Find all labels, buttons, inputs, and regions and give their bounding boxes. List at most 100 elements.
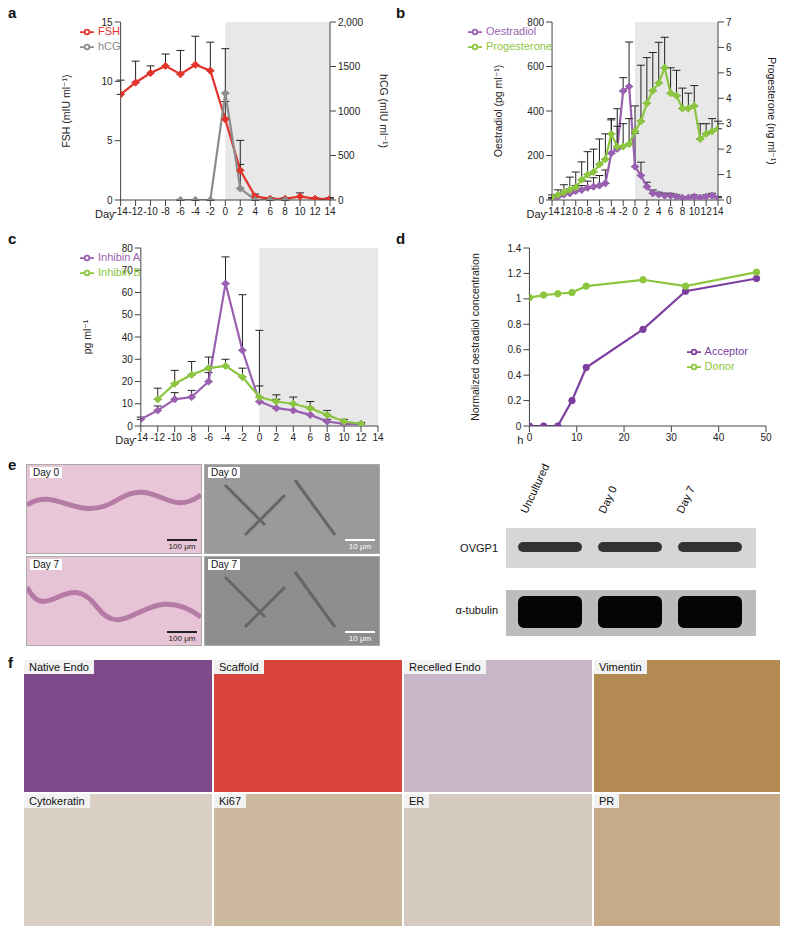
svg-text:200: 200 (527, 150, 544, 161)
svg-text:0.4: 0.4 (508, 370, 522, 381)
svg-text:2,000: 2,000 (338, 17, 363, 28)
svg-text:-10: -10 (167, 432, 182, 443)
svg-text:60: 60 (122, 287, 134, 298)
svg-text:10: 10 (339, 432, 351, 443)
svg-text:-4: -4 (607, 206, 616, 217)
svg-text:-8: -8 (161, 206, 170, 217)
svg-text:Day: Day (115, 434, 135, 446)
svg-text:10: 10 (102, 76, 114, 87)
svg-text:14: 14 (324, 206, 336, 217)
svg-text:0: 0 (127, 421, 133, 432)
svg-text:80: 80 (122, 243, 134, 254)
svg-text:FSH (mIU ml⁻¹): FSH (mIU ml⁻¹) (60, 74, 72, 147)
svg-text:-2: -2 (238, 432, 247, 443)
svg-text:1: 1 (516, 293, 522, 304)
svg-text:-2: -2 (206, 206, 215, 217)
svg-text:Oestradiol (pg ml⁻¹): Oestradiol (pg ml⁻¹) (492, 65, 504, 157)
svg-text:0: 0 (538, 195, 544, 206)
svg-text:0: 0 (726, 195, 732, 206)
svg-text:-10: -10 (143, 206, 158, 217)
svg-text:6: 6 (307, 432, 313, 443)
svg-text:2: 2 (274, 432, 280, 443)
svg-text:0: 0 (527, 432, 533, 443)
svg-text:0: 0 (257, 432, 263, 443)
svg-text:-4: -4 (221, 432, 230, 443)
svg-text:-4: -4 (191, 206, 200, 217)
svg-text:40: 40 (713, 432, 725, 443)
svg-text:12: 12 (309, 206, 321, 217)
svg-text:14: 14 (372, 432, 384, 443)
svg-text:4: 4 (252, 206, 258, 217)
svg-text:50: 50 (760, 432, 772, 443)
svg-text:50: 50 (122, 309, 134, 320)
svg-text:Progesterone (ng ml⁻¹): Progesterone (ng ml⁻¹) (766, 57, 778, 165)
svg-text:4: 4 (291, 432, 297, 443)
svg-text:8: 8 (282, 206, 288, 217)
svg-text:Day: Day (526, 208, 546, 220)
svg-text:6: 6 (668, 206, 674, 217)
svg-text:400: 400 (527, 106, 544, 117)
svg-text:0: 0 (107, 195, 113, 206)
svg-text:15: 15 (102, 17, 114, 28)
svg-text:-14: -14 (113, 206, 128, 217)
svg-text:500: 500 (338, 150, 355, 161)
svg-text:4: 4 (656, 206, 662, 217)
svg-text:-10: -10 (569, 206, 584, 217)
svg-text:0: 0 (516, 421, 522, 432)
svg-text:2: 2 (726, 144, 732, 155)
svg-text:h: h (517, 434, 523, 446)
svg-text:10: 10 (571, 432, 583, 443)
svg-text:-6: -6 (176, 206, 185, 217)
svg-text:1500: 1500 (338, 61, 361, 72)
svg-text:2: 2 (237, 206, 243, 217)
svg-text:1000: 1000 (338, 106, 361, 117)
svg-text:20: 20 (618, 432, 630, 443)
svg-text:5: 5 (107, 135, 113, 146)
svg-text:-2: -2 (619, 206, 628, 217)
svg-text:0: 0 (223, 206, 229, 217)
svg-text:10: 10 (689, 206, 701, 217)
svg-text:30: 30 (666, 432, 678, 443)
svg-text:hCG (mIU ml⁻¹): hCG (mIU ml⁻¹) (378, 74, 390, 148)
svg-text:-8: -8 (187, 432, 196, 443)
svg-text:1.4: 1.4 (508, 243, 522, 254)
svg-text:12: 12 (701, 206, 713, 217)
svg-text:-8: -8 (583, 206, 592, 217)
html-text:Day 0: Day 0 (596, 483, 619, 516)
svg-text:30: 30 (122, 354, 134, 365)
svg-text:-14: -14 (134, 432, 149, 443)
svg-text:pg ml⁻¹: pg ml⁻¹ (81, 319, 93, 354)
svg-text:0.8: 0.8 (508, 319, 522, 330)
svg-text:8: 8 (680, 206, 686, 217)
svg-text:0: 0 (338, 195, 344, 206)
svg-text:Normalized oestradiol concentr: Normalized oestradiol concentration (469, 253, 481, 421)
svg-text:0.6: 0.6 (508, 344, 522, 355)
svg-text:800: 800 (527, 17, 544, 28)
svg-text:0.2: 0.2 (508, 395, 522, 406)
svg-text:7: 7 (726, 17, 732, 28)
svg-text:600: 600 (527, 61, 544, 72)
svg-text:-12: -12 (128, 206, 143, 217)
svg-text:3: 3 (726, 118, 732, 129)
html-text:Uncultured: Uncultured (518, 461, 552, 516)
svg-text:1: 1 (726, 169, 732, 180)
svg-text:5: 5 (726, 67, 732, 78)
svg-text:12: 12 (355, 432, 367, 443)
svg-text:70: 70 (122, 265, 134, 276)
svg-text:Day: Day (95, 208, 115, 220)
svg-text:1.2: 1.2 (508, 268, 522, 279)
svg-text:8: 8 (324, 432, 330, 443)
svg-text:10: 10 (295, 206, 307, 217)
svg-text:40: 40 (122, 332, 134, 343)
svg-text:6: 6 (267, 206, 273, 217)
svg-text:6: 6 (726, 42, 732, 53)
svg-text:4: 4 (726, 93, 732, 104)
svg-text:20: 20 (122, 376, 134, 387)
svg-text:2: 2 (644, 206, 650, 217)
svg-text:0: 0 (632, 206, 638, 217)
svg-text:10: 10 (122, 398, 134, 409)
svg-text:-6: -6 (204, 432, 213, 443)
svg-text:14: 14 (712, 206, 724, 217)
svg-text:-6: -6 (595, 206, 604, 217)
svg-text:-12: -12 (151, 432, 166, 443)
